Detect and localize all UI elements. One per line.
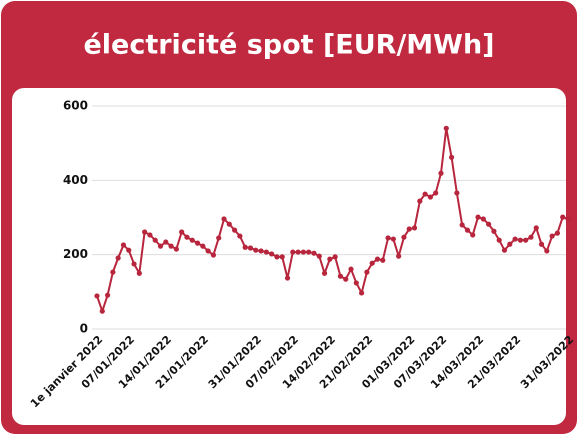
data-point	[163, 239, 169, 245]
data-point	[443, 125, 449, 131]
data-point	[533, 225, 539, 231]
data-point	[173, 246, 179, 252]
data-point	[337, 273, 344, 279]
data-point	[274, 254, 280, 260]
data-point	[247, 245, 254, 251]
data-point	[131, 261, 137, 267]
data-point	[284, 275, 291, 281]
data-point	[99, 308, 105, 314]
data-point	[279, 254, 285, 260]
data-point	[316, 253, 322, 259]
plot-panel	[12, 88, 566, 425]
data-point	[216, 235, 222, 241]
data-point	[374, 256, 381, 262]
data-point	[179, 229, 185, 235]
data-point	[110, 269, 116, 275]
data-point	[311, 250, 317, 256]
data-point	[396, 253, 402, 259]
data-point	[126, 247, 132, 253]
data-point	[343, 276, 349, 282]
y-tick-label: 600	[63, 99, 88, 113]
data-point	[501, 247, 508, 253]
data-point	[104, 292, 111, 298]
data-point	[549, 233, 555, 239]
data-point	[438, 170, 444, 176]
data-point	[448, 154, 455, 160]
data-point	[480, 216, 486, 222]
data-point	[507, 241, 513, 247]
chart-title: électricité spot [EUR/MWh]	[83, 30, 494, 61]
data-point	[427, 194, 434, 200]
data-point	[475, 214, 481, 220]
data-point	[200, 243, 206, 249]
data-point	[538, 241, 545, 247]
data-point	[168, 243, 174, 249]
data-point	[263, 249, 269, 255]
data-point	[332, 254, 338, 260]
data-point	[523, 237, 529, 243]
data-point	[94, 293, 100, 299]
data-point	[258, 248, 264, 254]
data-point	[369, 260, 375, 266]
data-point	[290, 249, 296, 255]
data-point	[422, 191, 428, 197]
data-point	[380, 257, 386, 263]
data-point	[353, 280, 359, 286]
data-point	[242, 244, 248, 250]
data-point	[486, 221, 492, 227]
data-point	[496, 237, 502, 243]
data-point	[364, 269, 370, 275]
data-point	[327, 256, 333, 262]
data-point	[226, 221, 232, 227]
data-point	[184, 234, 190, 240]
data-point	[512, 236, 518, 242]
data-point	[295, 249, 301, 255]
data-point	[194, 240, 201, 246]
y-tick-label: 0	[80, 322, 88, 336]
data-point	[269, 251, 275, 257]
data-point	[433, 190, 439, 196]
y-tick-label: 400	[63, 173, 88, 187]
data-point	[231, 227, 238, 233]
data-point	[390, 236, 396, 242]
data-point	[406, 226, 412, 232]
data-point	[544, 248, 550, 254]
data-point	[459, 222, 465, 228]
data-point	[152, 237, 158, 243]
data-point	[189, 237, 195, 243]
y-tick-label: 200	[63, 247, 88, 261]
data-point	[306, 249, 312, 255]
data-point	[210, 252, 217, 258]
data-point	[147, 232, 153, 238]
data-point	[554, 230, 561, 236]
data-point	[417, 198, 423, 204]
data-point	[491, 228, 497, 234]
data-point	[565, 216, 571, 222]
data-point	[221, 216, 227, 222]
data-point	[385, 235, 391, 241]
data-point	[321, 270, 328, 276]
data-point	[136, 270, 142, 276]
data-point	[401, 234, 407, 240]
data-point	[359, 290, 365, 296]
data-point	[142, 229, 148, 235]
data-point	[464, 227, 471, 233]
data-point	[560, 214, 566, 220]
data-point	[528, 234, 534, 240]
data-point	[348, 266, 354, 272]
data-point	[253, 247, 259, 253]
data-point	[470, 232, 476, 238]
data-point	[115, 255, 121, 261]
data-point	[300, 249, 306, 255]
data-point	[237, 233, 243, 239]
data-point	[517, 237, 523, 243]
data-point	[454, 190, 460, 196]
data-point	[120, 242, 127, 248]
data-point	[411, 225, 418, 231]
data-point	[205, 248, 211, 254]
data-point	[157, 243, 164, 249]
